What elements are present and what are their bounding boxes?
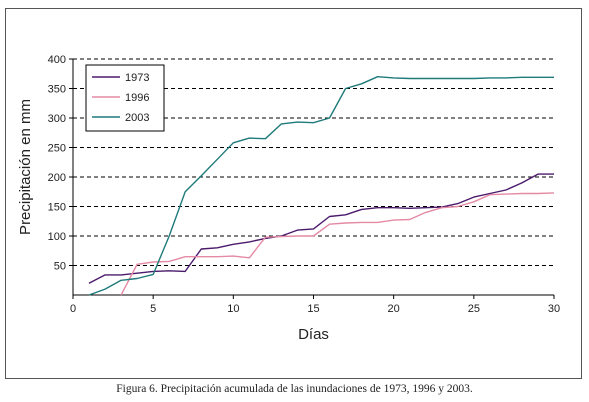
x-tick-label: 20 — [388, 303, 400, 315]
y-tick-label: 50 — [54, 261, 66, 273]
legend-label: 1996 — [125, 92, 149, 104]
y-tick-label: 200 — [48, 172, 66, 184]
x-axis-title: Días — [298, 326, 329, 343]
x-tick-label: 15 — [307, 303, 319, 315]
y-tick-label: 400 — [48, 54, 66, 66]
legend-label: 1973 — [125, 72, 149, 84]
x-tick-label: 30 — [548, 303, 560, 315]
x-tick-label: 0 — [70, 303, 76, 315]
y-tick-label: 100 — [48, 231, 66, 243]
figure-caption: Figura 6. Precipitación acumulada de las… — [116, 383, 473, 395]
legend-label: 2003 — [125, 112, 149, 124]
chart: 50 100 150 200 250 300 350 400 0 5 10 15 20 25 30 Días P… — [17, 54, 560, 343]
x-tick-label: 10 — [227, 303, 239, 315]
y-tick-label: 350 — [48, 84, 66, 96]
y-tick-label: 300 — [48, 113, 66, 125]
series-line-1973 — [88, 173, 554, 284]
figure-frame: 50 100 150 200 250 300 350 400 0 5 10 15 20 25 30 Días P… — [5, 8, 582, 379]
y-axis-title: Precipitación en mm — [17, 99, 34, 235]
x-tick-label: 5 — [150, 303, 156, 315]
y-tick-label: 250 — [48, 143, 66, 155]
legend-box — [85, 64, 165, 132]
series-line-2003 — [88, 76, 554, 296]
series-line-1996 — [120, 192, 555, 296]
y-tick-label: 150 — [48, 202, 66, 214]
x-tick-label: 25 — [468, 303, 480, 315]
